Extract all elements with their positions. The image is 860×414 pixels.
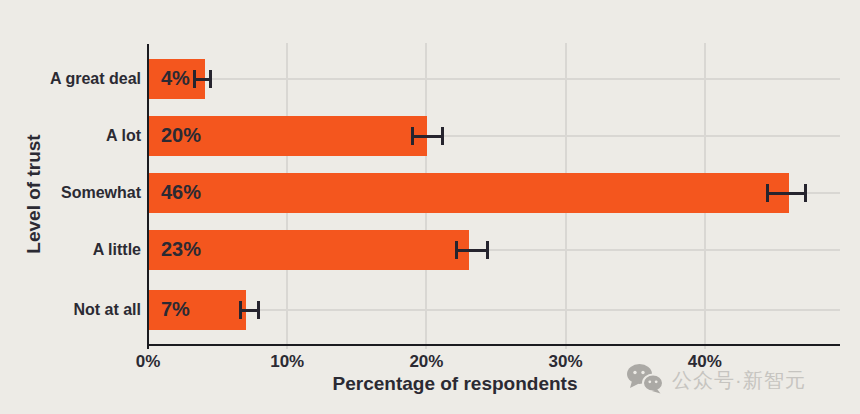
error-bar [767,192,806,195]
bar-value-label: 20% [161,124,201,147]
x-tick-label: 10% [247,352,327,372]
error-bar-cap-right [486,241,489,259]
category-label: Somewhat [0,183,141,202]
x-tick-label: 0% [108,352,188,372]
y-axis-spine [147,44,149,349]
error-bar-cap-left [455,241,458,259]
watermark: 公众号·新智元 [626,363,806,398]
bar-value-label: 46% [161,181,201,204]
error-bar-cap-right [209,70,212,88]
x-axis-title: Percentage of respondents [333,373,578,395]
x-axis-spine [147,344,840,346]
x-tick-label: 30% [526,352,606,372]
error-bar [412,135,443,138]
error-bar-cap-left [766,184,769,202]
category-label: A lot [0,126,141,145]
error-bar-cap-left [239,301,242,319]
bar-value-label: 4% [161,67,190,90]
error-bar-cap-right [804,184,807,202]
chart-canvas: Level of trust 0%10%20%30%40%4%A great d… [0,0,860,414]
category-label: A little [0,240,141,259]
wechat-icon [626,363,664,398]
bar [149,173,789,213]
error-bar [456,249,488,252]
error-bar-cap-left [193,70,196,88]
x-tick-label: 20% [386,352,466,372]
category-label: A great deal [0,69,141,88]
y-gridline [148,78,840,80]
category-label: Not at all [0,300,141,319]
watermark-text: 公众号·新智元 [672,367,806,394]
bar-value-label: 7% [161,298,190,321]
bar-value-label: 23% [161,238,201,261]
error-bar-cap-left [411,127,414,145]
error-bar-cap-right [441,127,444,145]
error-bar-cap-right [257,301,260,319]
